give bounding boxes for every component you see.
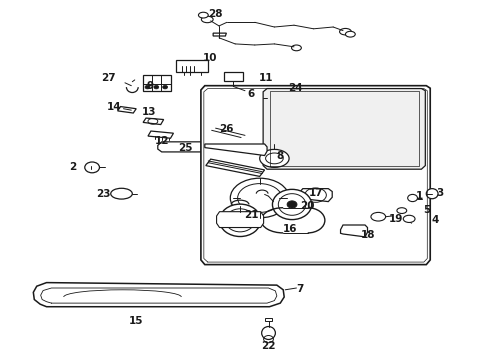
Polygon shape [206, 159, 265, 176]
Ellipse shape [163, 85, 168, 89]
Text: 26: 26 [219, 124, 234, 134]
Polygon shape [143, 118, 164, 125]
Text: 27: 27 [101, 73, 116, 83]
Ellipse shape [371, 212, 386, 221]
Text: 18: 18 [361, 230, 376, 240]
Ellipse shape [198, 12, 208, 18]
Text: 24: 24 [288, 83, 302, 93]
Polygon shape [33, 283, 284, 307]
Ellipse shape [287, 201, 297, 208]
Text: 13: 13 [142, 107, 156, 117]
Text: 7: 7 [296, 284, 304, 294]
Ellipse shape [111, 188, 132, 199]
Text: 19: 19 [389, 214, 403, 224]
Polygon shape [299, 189, 332, 202]
Ellipse shape [408, 194, 417, 202]
Text: 23: 23 [96, 189, 110, 199]
Text: 28: 28 [208, 9, 223, 19]
Polygon shape [224, 72, 243, 81]
Polygon shape [217, 212, 264, 228]
Ellipse shape [426, 189, 438, 199]
Polygon shape [263, 89, 425, 169]
Polygon shape [158, 142, 205, 152]
Ellipse shape [262, 327, 275, 339]
Polygon shape [205, 144, 267, 156]
Text: 20: 20 [300, 201, 315, 211]
Ellipse shape [403, 215, 415, 222]
Ellipse shape [243, 89, 252, 94]
Text: 12: 12 [154, 136, 169, 146]
Ellipse shape [260, 149, 289, 167]
Text: 14: 14 [106, 102, 121, 112]
Ellipse shape [345, 31, 355, 37]
Polygon shape [213, 33, 226, 36]
Text: 17: 17 [309, 188, 323, 198]
Polygon shape [148, 131, 173, 138]
Text: 10: 10 [202, 53, 217, 63]
Text: 1: 1 [416, 191, 423, 201]
Ellipse shape [230, 178, 289, 218]
Text: 2: 2 [69, 162, 76, 172]
Polygon shape [265, 318, 272, 321]
Ellipse shape [201, 16, 213, 23]
Text: 4: 4 [431, 215, 439, 225]
Text: 3: 3 [436, 188, 443, 198]
Ellipse shape [220, 204, 261, 237]
Polygon shape [143, 75, 171, 91]
Bar [176, 60, 208, 72]
Text: 15: 15 [129, 316, 144, 326]
Polygon shape [341, 225, 368, 237]
Ellipse shape [340, 28, 351, 35]
Text: 16: 16 [283, 224, 297, 234]
Text: 22: 22 [261, 341, 276, 351]
Text: 11: 11 [259, 73, 274, 83]
Ellipse shape [397, 208, 407, 213]
Ellipse shape [145, 85, 150, 89]
Ellipse shape [85, 162, 99, 173]
Polygon shape [201, 86, 430, 265]
Ellipse shape [272, 189, 312, 220]
Text: 25: 25 [178, 143, 193, 153]
Ellipse shape [154, 85, 159, 89]
Polygon shape [206, 127, 247, 141]
Text: 5: 5 [424, 204, 431, 215]
Text: 21: 21 [245, 210, 259, 220]
Ellipse shape [235, 217, 245, 224]
Ellipse shape [292, 45, 301, 51]
Text: 6: 6 [248, 89, 255, 99]
Text: 9: 9 [147, 81, 153, 91]
Polygon shape [118, 107, 136, 113]
Text: 8: 8 [277, 150, 284, 161]
